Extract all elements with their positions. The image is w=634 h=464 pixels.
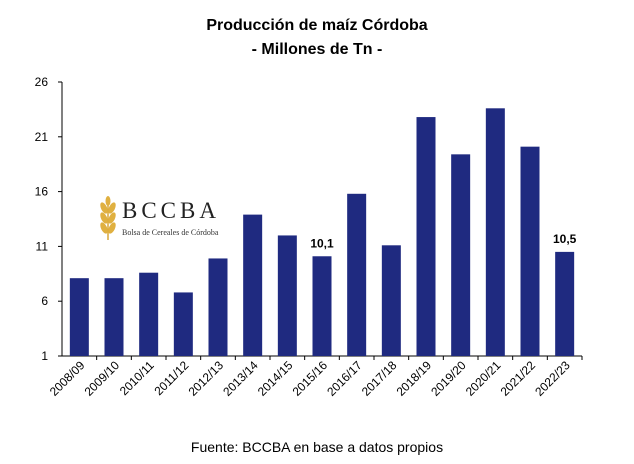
bar (277, 235, 297, 356)
x-tick-label: 2021/22 (498, 358, 539, 399)
bar (312, 256, 332, 356)
logo-subtitle: Bolsa de Cereales de Córdoba (122, 228, 219, 237)
bar (416, 117, 436, 357)
logo-wordmark: BCCBA (122, 198, 220, 223)
bar (347, 193, 367, 356)
y-tick-label: 11 (36, 239, 49, 253)
bar (243, 214, 263, 356)
bar (555, 251, 575, 356)
chart-title: Producción de maíz Córdoba (206, 17, 428, 34)
bccba-logo: BCCBA Bolsa de Cereales de Córdoba (96, 196, 226, 242)
x-tick-label: 2010/11 (117, 358, 157, 398)
x-tick-label: 2012/13 (186, 358, 227, 399)
source-note: Fuente: BCCBA en base a datos propios (190, 439, 444, 455)
bar (208, 258, 228, 356)
y-tick-label: 6 (41, 294, 48, 308)
bar (104, 278, 124, 356)
bar (173, 292, 193, 356)
x-tick-label: 2009/10 (82, 358, 123, 399)
chart-subtitle: - Millones de Tn - (251, 41, 383, 58)
y-tick-label: 16 (35, 185, 49, 199)
x-tick-label: 2016/17 (324, 358, 365, 399)
x-tick-label: 2011/12 (152, 358, 192, 398)
bar (139, 272, 159, 356)
x-tick-label: 2014/15 (255, 358, 296, 399)
bar (451, 154, 471, 356)
bar (381, 245, 401, 356)
x-tick-label: 2013/14 (220, 358, 261, 399)
y-tick-label: 26 (35, 75, 49, 89)
y-tick-label: 1 (41, 349, 48, 363)
bar (485, 108, 505, 356)
x-tick-label: 2008/09 (47, 358, 88, 399)
x-tick-label: 2019/20 (428, 358, 469, 399)
x-tick-label: 2022/23 (532, 358, 573, 399)
x-tick-label: 2017/18 (359, 358, 400, 399)
x-tick-label: 2015/16 (290, 358, 331, 399)
data-label: 10,1 (310, 236, 334, 250)
bar (69, 278, 89, 356)
bar (520, 146, 540, 356)
x-tick-label: 2020/21 (463, 358, 504, 399)
wheat-icon (100, 196, 116, 240)
y-tick-label: 21 (35, 130, 49, 144)
data-label: 10,5 (553, 232, 577, 246)
x-tick-label: 2018/19 (394, 358, 435, 399)
